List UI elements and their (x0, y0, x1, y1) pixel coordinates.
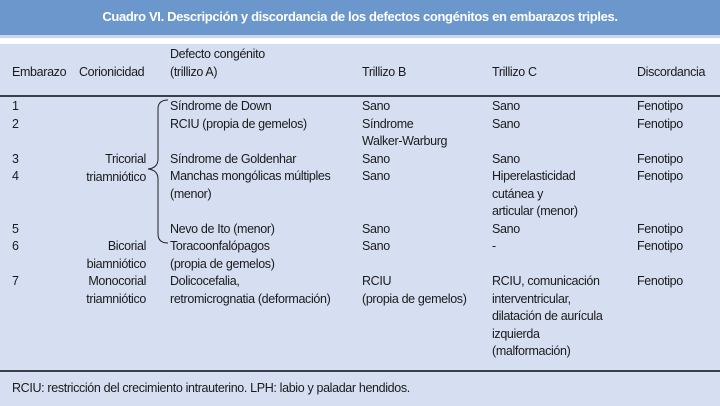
cell-line: interventricular, (492, 291, 571, 306)
cell-trillizo-c: Hiperelasticidad cutánea y articular (meno… (492, 168, 578, 221)
cell-line: Sano (362, 169, 390, 183)
cell-embarazo: 7 (12, 274, 19, 288)
col-defecto-sub: (trillizo A) (170, 65, 218, 79)
cell-trillizo-c: Sano (492, 116, 520, 134)
cell-line: dilatación de aurícula (492, 309, 603, 323)
cell-trillizo-c: - (492, 238, 496, 256)
cell-line: Sano (492, 151, 520, 166)
cell-trillizo-b: Sano (362, 151, 390, 169)
cell-embarazo: 5 (12, 221, 19, 236)
cell-text: triamniótico (86, 291, 146, 306)
cell-line: Sano (362, 221, 390, 236)
cell-line: (malformación) (492, 344, 571, 358)
cell-text: Tricorial (105, 152, 146, 166)
cell-discordancia: Fenotipo (637, 116, 683, 131)
cell-discordancia: Fenotipo (637, 169, 683, 183)
cell-discordancia: Fenotipo (637, 274, 683, 288)
col-discordancia: Discordancia (637, 65, 706, 79)
cell-line: (propia de gemelos) (362, 291, 467, 306)
cell-line: Toracoonfalópagos (170, 239, 270, 253)
cell-discordancia: Fenotipo (637, 239, 683, 253)
cell-trillizo-c: Sano (492, 151, 520, 169)
header-rule (0, 95, 720, 97)
cell-line: Sano (492, 116, 520, 131)
cell-trillizo-b: Sano (362, 221, 390, 239)
cell-line: Síndrome de Goldenhar (170, 151, 297, 166)
cell-discordancia: Fenotipo (637, 221, 683, 236)
table-header: Embarazo Corionicidad Defecto congénito … (0, 44, 720, 95)
cell-line: Sano (492, 221, 520, 236)
cell-line: Dolicocefalia, (170, 274, 240, 288)
cell-trillizo-c: Sano (492, 221, 520, 239)
footnote: RCIU: restricción del crecimiento intrau… (12, 381, 410, 395)
cell-line: - (492, 239, 496, 253)
cell-line: Walker-Warburg (362, 134, 448, 148)
cell-embarazo: 2 (12, 116, 19, 131)
table-footer: RCIU: restricción del crecimiento intrau… (0, 372, 720, 406)
bottom-rule (0, 370, 720, 372)
cell-line: retromicrognatia (deformación) (170, 291, 331, 306)
cell-line: Sano (362, 99, 390, 113)
cell-trillizo-b: Síndrome Walker-Warburg (362, 116, 448, 151)
cell-line: Manchas mongólicas múltiples (170, 169, 331, 183)
cell-text: Monocorial (88, 274, 146, 288)
divider (0, 35, 720, 38)
cell-trillizo-b: Sano (362, 98, 390, 116)
cell-embarazo: 3 (12, 151, 19, 166)
cell-discordancia: Fenotipo (637, 151, 683, 166)
cell-embarazo: 4 (12, 169, 19, 183)
cell-embarazo: 6 (12, 239, 19, 253)
col-corionicidad: Corionicidad (79, 65, 145, 79)
cell-trillizo-c: RCIU, comunicación interventricular, dilat… (492, 273, 603, 361)
corionicidad-bicorial: Bicorial biamniótico (26, 238, 147, 273)
cell-line: izquierda (492, 326, 540, 341)
cell-discordancia: Fenotipo (637, 99, 683, 113)
cell-trillizo-b: RCIU (propia de gemelos) (362, 273, 467, 308)
cell-line: Sano (492, 99, 520, 113)
col-trillizo-c: Trillizo C (492, 65, 537, 79)
col-trillizo-b: Trillizo B (362, 65, 406, 79)
cell-trillizo-a: Síndrome de Goldenhar (170, 151, 296, 169)
cell-line: Síndrome de Down (170, 99, 272, 113)
cell-line: RCIU, comunicación (492, 274, 600, 288)
table-title: Cuadro VI. Descripción y discordancia de… (0, 0, 720, 35)
cell-trillizo-a: Dolicocefalia, retromicrognatia (deformac… (170, 273, 331, 308)
cell-line: Síndrome (362, 116, 414, 131)
table-body: Tricorial triamniótico Bicorial biamniót… (0, 97, 720, 370)
corionicidad-tricorial: Tricorial triamniótico (26, 151, 146, 186)
cell-text: biamniótico (86, 256, 147, 271)
col-embarazo: Embarazo (12, 65, 67, 79)
cell-trillizo-c: Sano (492, 98, 520, 116)
cell-line: cutánea y (492, 186, 544, 201)
cell-line: (menor) (170, 186, 212, 201)
cell-text: Bicorial (107, 239, 147, 253)
cell-trillizo-b: Sano (362, 168, 390, 186)
corionicidad-monocorial: Monocorial triamniótico (26, 273, 146, 308)
cell-line: RCIU (propia de gemelos) (170, 116, 307, 131)
cell-line: Sano (362, 151, 390, 166)
cell-line: (propia de gemelos) (170, 256, 275, 271)
cell-trillizo-a: Manchas mongólicas múltiples (menor) (170, 168, 331, 203)
brace-icon (147, 99, 169, 244)
cell-embarazo: 1 (12, 99, 19, 113)
cell-line: Nevo de Ito (menor) (170, 221, 275, 236)
col-defecto: Defecto congénito (170, 47, 265, 61)
cell-trillizo-a: Nevo de Ito (menor) (170, 221, 275, 239)
cell-trillizo-a: RCIU (propia de gemelos) (170, 116, 307, 134)
cell-line: Hiperelasticidad (492, 169, 576, 183)
cell-trillizo-a: Toracoonfalópagos (propia de gemelos) (170, 238, 275, 273)
cell-trillizo-b: Sano (362, 238, 390, 256)
cell-text: triamniótico (86, 169, 146, 184)
cell-line: Sano (362, 239, 390, 253)
cell-trillizo-a: Síndrome de Down (170, 98, 272, 116)
cell-line: articular (menor) (492, 204, 578, 218)
cell-line: RCIU (362, 274, 392, 288)
